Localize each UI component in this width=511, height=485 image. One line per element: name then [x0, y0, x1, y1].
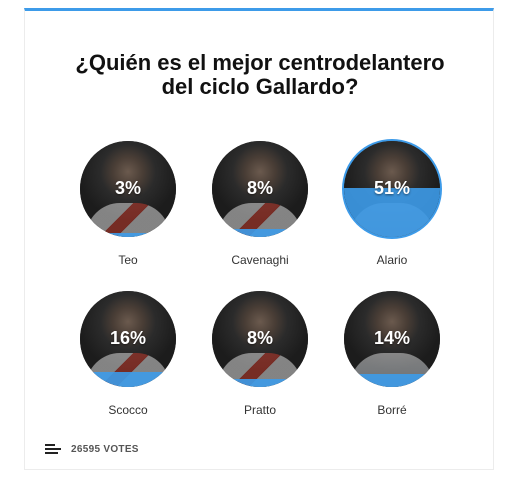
poll-option-alario[interactable]: 51% Alario: [332, 141, 452, 267]
vote-fill: [80, 233, 176, 237]
player-name: Alario: [376, 253, 408, 267]
bar-list-icon: [45, 443, 61, 455]
player-avatar: 16%: [80, 291, 176, 387]
player-avatar: 51%: [344, 141, 440, 237]
poll-footer: 26595 VOTES: [45, 443, 139, 455]
vote-percent: 51%: [373, 178, 411, 198]
poll-option-scocco[interactable]: 16% Scocco: [68, 291, 188, 417]
vote-percent: 3%: [114, 178, 141, 198]
vote-percent: 8%: [246, 328, 273, 348]
poll-title: ¿Quién es el mejor centrodelantero del c…: [75, 50, 445, 99]
player-avatar: 3%: [80, 141, 176, 237]
player-name: Cavenaghi: [231, 253, 289, 267]
player-name: Teo: [118, 253, 138, 267]
player-avatar: 14%: [344, 291, 440, 387]
vote-percent: 16%: [109, 328, 147, 348]
vote-fill: [80, 372, 176, 387]
player-avatar: 8%: [212, 291, 308, 387]
poll-option-cavenaghi[interactable]: 8% Cavenaghi: [200, 141, 320, 267]
vote-fill: [344, 188, 440, 237]
player-name: Borré: [377, 403, 407, 417]
vote-percent: 14%: [373, 328, 411, 348]
poll-card: ¿Quién es el mejor centrodelantero del c…: [24, 8, 494, 470]
vote-percent: 8%: [246, 178, 273, 198]
vote-fill: [212, 379, 308, 387]
vote-fill: [212, 229, 308, 237]
player-avatar: 8%: [212, 141, 308, 237]
player-name: Scocco: [108, 403, 148, 417]
player-name: Pratto: [243, 403, 276, 417]
poll-option-pratto[interactable]: 8% Pratto: [200, 291, 320, 417]
vote-fill: [344, 374, 440, 387]
poll-option-borre[interactable]: 14% Borré: [332, 291, 452, 417]
vote-count: 26595 VOTES: [71, 443, 139, 455]
poll-option-teo[interactable]: 3% Teo: [68, 141, 188, 267]
